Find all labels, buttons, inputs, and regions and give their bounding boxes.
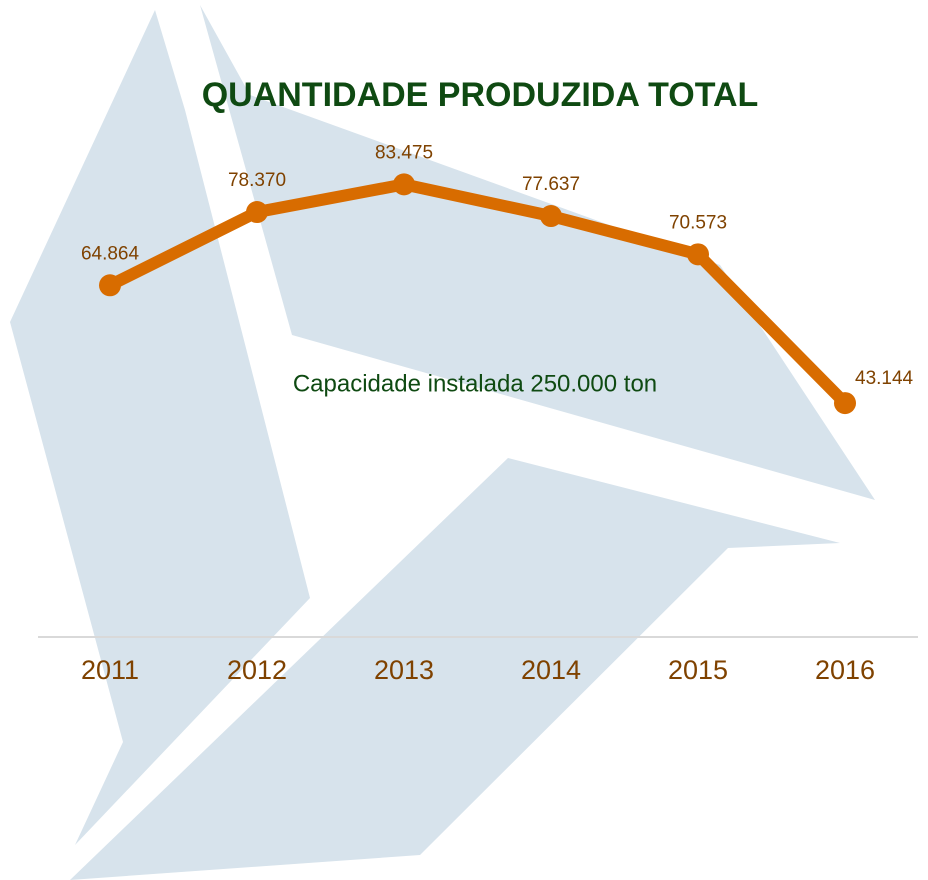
marker [99,274,121,297]
chart-title: QUANTIDADE PRODUZIDA TOTAL [202,76,759,114]
x-tick-label: 2014 [521,655,581,685]
data-label: 83.475 [375,142,433,163]
data-label: 64.864 [81,243,140,264]
marker [540,205,562,228]
line [107,178,850,408]
annotation: Capacidade instalada 250.000 ton [293,370,657,397]
x-tick-label: 2012 [227,655,287,685]
data-label: 78.370 [228,170,286,191]
x-tick-label: 2016 [815,655,875,685]
bg-shape [200,5,875,500]
marker [834,392,856,415]
x-tick-label: 2015 [668,655,728,685]
marker [687,243,709,266]
x-tick-label: 2011 [81,655,139,685]
data-label: 70.573 [669,212,727,233]
marker [393,173,415,196]
background-shapes [10,5,875,880]
data-label: 43.144 [855,368,914,389]
bg-shape [70,458,840,880]
data-label: 77.637 [522,174,580,195]
marker [246,201,268,224]
x-tick-label: 2013 [374,655,434,685]
